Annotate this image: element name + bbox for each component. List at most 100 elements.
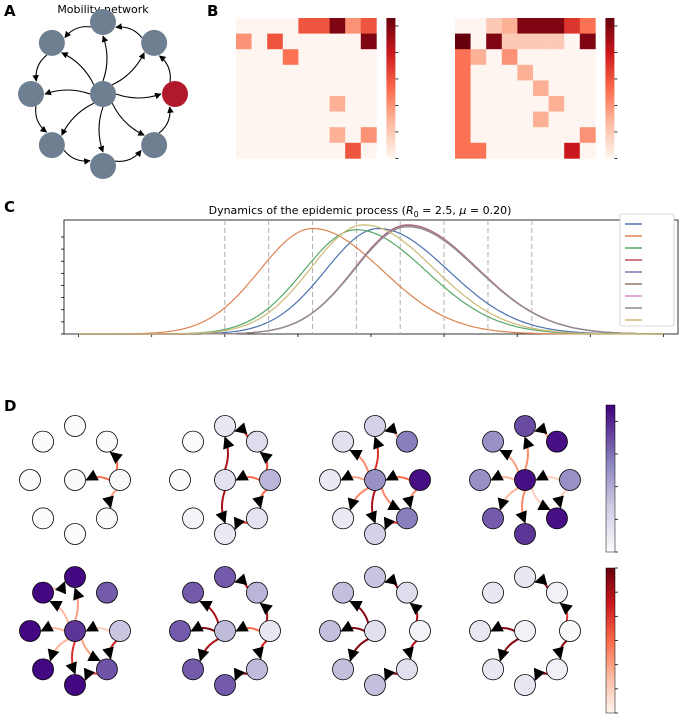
te-edge: [47, 638, 69, 662]
te-edge: [73, 587, 85, 621]
heatmap-cell: [329, 127, 346, 144]
heatmap-cell: [455, 127, 471, 144]
heatmap-cell: [360, 49, 377, 66]
cases-colorbar: [605, 404, 618, 553]
te-edge: [215, 490, 227, 524]
heatmap-cell: [548, 80, 565, 97]
network-edge: [158, 55, 171, 83]
heatmap-cell: [298, 127, 315, 144]
heatmap-cell: [360, 96, 377, 112]
snapshot-node-m8: [214, 523, 236, 545]
snapshot-node-m5: [482, 581, 504, 604]
heatmap-cell: [548, 127, 565, 144]
te-edge: [380, 487, 401, 511]
heatmap-cell: [533, 64, 549, 81]
legend-box: [619, 213, 675, 327]
heatmap-q05: [236, 18, 399, 159]
network-edge: [64, 26, 92, 39]
heatmap-cell: [548, 111, 565, 128]
colorbar-bar: [605, 567, 616, 714]
te-colorbar: [605, 567, 618, 714]
heatmap-cell: [236, 127, 252, 144]
heatmap-cell: [564, 33, 581, 50]
te-edge: [252, 489, 268, 509]
heatmap-cell: [314, 142, 330, 159]
snapshot-node-m1: [64, 469, 86, 491]
heatmap-cell: [486, 127, 503, 144]
snapshot-node-m5: [332, 581, 354, 604]
heatmap-cell: [517, 142, 534, 159]
heatmap-cell: [314, 96, 330, 112]
snapshot-node-m7: [32, 507, 54, 530]
te-edge: [534, 422, 549, 438]
heatmap-cell: [455, 80, 471, 97]
heatmap-cell: [501, 127, 518, 144]
snapshot-node-m5: [32, 581, 54, 604]
snapshot-node-m7: [182, 507, 204, 530]
snapshot-node-m4: [64, 566, 86, 588]
network-node-m1: [90, 81, 116, 107]
heatmap-cell: [251, 64, 268, 81]
heatmap-cell: [501, 80, 518, 97]
heatmap-cell: [251, 49, 268, 66]
heatmap-cell: [486, 80, 503, 97]
network-node-m4: [90, 9, 116, 35]
snapshot-node-m3: [546, 430, 568, 453]
heatmap-cell: [501, 142, 518, 159]
heatmap-cell: [360, 127, 377, 144]
snapshot-node-m3: [246, 430, 268, 453]
heatmap-cell: [314, 49, 330, 66]
snapshot-node-m8: [214, 674, 236, 696]
heatmap-cell: [236, 111, 252, 128]
heatmap-colorbar: [386, 18, 396, 159]
series-line-m7: [78, 225, 664, 335]
te-edge: [515, 490, 527, 524]
network-edge: [63, 149, 91, 165]
snapshot-network: [19, 566, 131, 696]
te-edge: [383, 667, 398, 682]
snapshot-node-m5: [332, 430, 354, 453]
snapshot-node-m6: [469, 469, 491, 491]
heatmap-cell: [298, 49, 315, 66]
te-edge: [402, 489, 418, 509]
heatmap-cell: [470, 64, 487, 81]
heatmap-cell: [298, 64, 315, 81]
te-edge: [234, 573, 249, 589]
heatmap-cell: [267, 64, 284, 81]
snapshot-network: [19, 415, 131, 545]
heatmap-cell: [282, 142, 299, 159]
heatmap-cell: [298, 96, 315, 112]
heatmap-cell: [470, 142, 487, 159]
heatmap-cell: [345, 64, 362, 81]
network-edge: [44, 88, 91, 96]
network-edge: [35, 105, 48, 133]
heatmap-cell: [251, 33, 268, 50]
heatmap-cell: [267, 18, 284, 34]
snapshot-node-m6: [319, 469, 341, 491]
series-line-m8: [78, 226, 664, 335]
te-edge: [384, 573, 399, 589]
panel-label-d: D: [4, 397, 16, 415]
heatmap-cell: [329, 33, 346, 50]
snapshot-node-m7: [482, 658, 504, 681]
heatmap-cell: [455, 18, 471, 34]
heatmap-cell: [298, 18, 315, 34]
heatmap-cell: [501, 64, 518, 81]
panel-label-b: B: [207, 2, 218, 20]
te-edge: [490, 620, 515, 632]
te-edge: [497, 487, 519, 511]
heatmap-cell: [517, 80, 534, 97]
te-edge: [197, 638, 219, 662]
network-node-m9: [141, 132, 168, 159]
heatmap-cell: [517, 127, 534, 144]
heatmap-cell: [579, 127, 596, 144]
te-edge: [349, 600, 370, 624]
network-node-m6: [18, 81, 44, 107]
heatmap-cell: [579, 96, 596, 112]
heatmap-cell: [236, 96, 252, 112]
panel-label-c: C: [4, 198, 15, 216]
heatmap-cell: [314, 18, 330, 34]
network-edge: [97, 106, 105, 153]
heatmap-cell: [470, 18, 487, 34]
te-edge: [233, 667, 248, 682]
